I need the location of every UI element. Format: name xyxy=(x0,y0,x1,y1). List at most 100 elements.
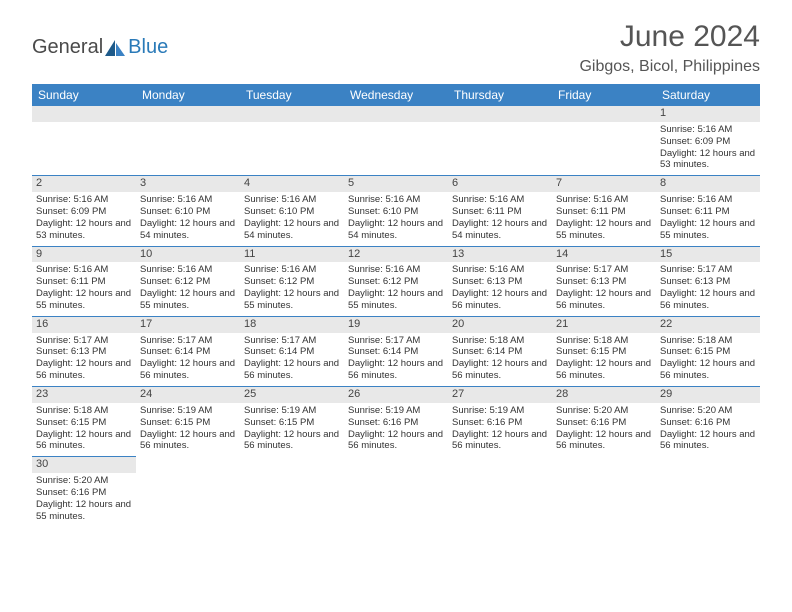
sunset-line: Sunset: 6:15 PM xyxy=(36,417,132,429)
daylight-line: Daylight: 12 hours and 56 minutes. xyxy=(348,429,444,453)
sunrise-line: Sunrise: 5:16 AM xyxy=(348,264,444,276)
calendar-day-cell: 28Sunrise: 5:20 AMSunset: 6:16 PMDayligh… xyxy=(552,386,656,456)
daylight-line: Daylight: 12 hours and 56 minutes. xyxy=(36,429,132,453)
daylight-line: Daylight: 12 hours and 56 minutes. xyxy=(556,288,652,312)
day-number: 22 xyxy=(656,316,760,333)
sunrise-line: Sunrise: 5:16 AM xyxy=(348,194,444,206)
day-number: 14 xyxy=(552,246,656,263)
sunset-line: Sunset: 6:16 PM xyxy=(660,417,756,429)
sunrise-line: Sunrise: 5:18 AM xyxy=(452,335,548,347)
calendar-day-cell xyxy=(240,456,344,530)
sunrise-line: Sunrise: 5:16 AM xyxy=(452,194,548,206)
logo-text-blue: Blue xyxy=(128,36,168,59)
calendar-day-cell: 24Sunrise: 5:19 AMSunset: 6:15 PMDayligh… xyxy=(136,386,240,456)
calendar-day-cell: 21Sunrise: 5:18 AMSunset: 6:15 PMDayligh… xyxy=(552,316,656,386)
sunset-line: Sunset: 6:11 PM xyxy=(660,206,756,218)
calendar-day-cell xyxy=(448,106,552,175)
daylight-line: Daylight: 12 hours and 56 minutes. xyxy=(452,358,548,382)
sunrise-line: Sunrise: 5:16 AM xyxy=(556,194,652,206)
sunrise-line: Sunrise: 5:17 AM xyxy=(244,335,340,347)
calendar-day-cell: 23Sunrise: 5:18 AMSunset: 6:15 PMDayligh… xyxy=(32,386,136,456)
header: General Blue June 2024 Gibgos, Bicol, Ph… xyxy=(32,20,760,76)
calendar-day-cell: 17Sunrise: 5:17 AMSunset: 6:14 PMDayligh… xyxy=(136,316,240,386)
calendar-week-row: 1Sunrise: 5:16 AMSunset: 6:09 PMDaylight… xyxy=(32,106,760,175)
calendar-day-cell: 1Sunrise: 5:16 AMSunset: 6:09 PMDaylight… xyxy=(656,106,760,175)
calendar-day-cell: 3Sunrise: 5:16 AMSunset: 6:10 PMDaylight… xyxy=(136,175,240,245)
day-number: 24 xyxy=(136,386,240,403)
day-number: 30 xyxy=(32,456,136,473)
calendar-day-cell xyxy=(656,456,760,530)
calendar-day-cell: 4Sunrise: 5:16 AMSunset: 6:10 PMDaylight… xyxy=(240,175,344,245)
sunrise-line: Sunrise: 5:17 AM xyxy=(36,335,132,347)
sunrise-line: Sunrise: 5:17 AM xyxy=(556,264,652,276)
day-number: 28 xyxy=(552,386,656,403)
sunrise-line: Sunrise: 5:16 AM xyxy=(140,194,236,206)
daylight-line: Daylight: 12 hours and 54 minutes. xyxy=(348,218,444,242)
daylight-line: Daylight: 12 hours and 56 minutes. xyxy=(452,288,548,312)
daylight-line: Daylight: 12 hours and 54 minutes. xyxy=(140,218,236,242)
sunrise-line: Sunrise: 5:16 AM xyxy=(244,194,340,206)
day-number: 21 xyxy=(552,316,656,333)
sunset-line: Sunset: 6:14 PM xyxy=(452,346,548,358)
calendar-day-cell: 8Sunrise: 5:16 AMSunset: 6:11 PMDaylight… xyxy=(656,175,760,245)
sunset-line: Sunset: 6:09 PM xyxy=(36,206,132,218)
day-number: 7 xyxy=(552,175,656,192)
sunset-line: Sunset: 6:15 PM xyxy=(660,346,756,358)
sunset-line: Sunset: 6:11 PM xyxy=(556,206,652,218)
sunrise-line: Sunrise: 5:16 AM xyxy=(452,264,548,276)
day-number-empty xyxy=(448,106,552,122)
sunset-line: Sunset: 6:15 PM xyxy=(244,417,340,429)
weekday-header: Monday xyxy=(136,84,240,106)
sunrise-line: Sunrise: 5:18 AM xyxy=(556,335,652,347)
daylight-line: Daylight: 12 hours and 53 minutes. xyxy=(660,148,756,172)
day-number: 16 xyxy=(32,316,136,333)
day-number: 25 xyxy=(240,386,344,403)
sunset-line: Sunset: 6:15 PM xyxy=(140,417,236,429)
calendar-day-cell: 25Sunrise: 5:19 AMSunset: 6:15 PMDayligh… xyxy=(240,386,344,456)
weekday-header: Thursday xyxy=(448,84,552,106)
calendar-day-cell: 19Sunrise: 5:17 AMSunset: 6:14 PMDayligh… xyxy=(344,316,448,386)
daylight-line: Daylight: 12 hours and 56 minutes. xyxy=(244,429,340,453)
calendar-day-cell: 29Sunrise: 5:20 AMSunset: 6:16 PMDayligh… xyxy=(656,386,760,456)
calendar-day-cell: 22Sunrise: 5:18 AMSunset: 6:15 PMDayligh… xyxy=(656,316,760,386)
daylight-line: Daylight: 12 hours and 55 minutes. xyxy=(244,288,340,312)
location: Gibgos, Bicol, Philippines xyxy=(579,58,760,76)
calendar-day-cell: 18Sunrise: 5:17 AMSunset: 6:14 PMDayligh… xyxy=(240,316,344,386)
calendar-day-cell: 26Sunrise: 5:19 AMSunset: 6:16 PMDayligh… xyxy=(344,386,448,456)
sunrise-line: Sunrise: 5:20 AM xyxy=(556,405,652,417)
daylight-line: Daylight: 12 hours and 53 minutes. xyxy=(36,218,132,242)
day-number: 11 xyxy=(240,246,344,263)
calendar-day-cell: 16Sunrise: 5:17 AMSunset: 6:13 PMDayligh… xyxy=(32,316,136,386)
day-number: 17 xyxy=(136,316,240,333)
sunset-line: Sunset: 6:16 PM xyxy=(452,417,548,429)
sunset-line: Sunset: 6:09 PM xyxy=(660,136,756,148)
sunrise-line: Sunrise: 5:19 AM xyxy=(140,405,236,417)
weekday-header-row: Sunday Monday Tuesday Wednesday Thursday… xyxy=(32,84,760,106)
daylight-line: Daylight: 12 hours and 55 minutes. xyxy=(556,218,652,242)
calendar-day-cell xyxy=(344,106,448,175)
sunrise-line: Sunrise: 5:16 AM xyxy=(36,194,132,206)
sunrise-line: Sunrise: 5:17 AM xyxy=(660,264,756,276)
daylight-line: Daylight: 12 hours and 56 minutes. xyxy=(244,358,340,382)
day-number: 29 xyxy=(656,386,760,403)
calendar-day-cell xyxy=(344,456,448,530)
sunrise-line: Sunrise: 5:16 AM xyxy=(244,264,340,276)
calendar-week-row: 30Sunrise: 5:20 AMSunset: 6:16 PMDayligh… xyxy=(32,456,760,530)
calendar-day-cell: 27Sunrise: 5:19 AMSunset: 6:16 PMDayligh… xyxy=(448,386,552,456)
sunrise-line: Sunrise: 5:16 AM xyxy=(140,264,236,276)
sunrise-line: Sunrise: 5:16 AM xyxy=(36,264,132,276)
calendar-day-cell xyxy=(552,456,656,530)
day-number: 4 xyxy=(240,175,344,192)
calendar-table: Sunday Monday Tuesday Wednesday Thursday… xyxy=(32,84,760,531)
day-number-empty xyxy=(552,106,656,122)
sunset-line: Sunset: 6:13 PM xyxy=(36,346,132,358)
calendar-day-cell: 12Sunrise: 5:16 AMSunset: 6:12 PMDayligh… xyxy=(344,246,448,316)
calendar-day-cell: 10Sunrise: 5:16 AMSunset: 6:12 PMDayligh… xyxy=(136,246,240,316)
day-number-empty xyxy=(32,106,136,122)
sunset-line: Sunset: 6:12 PM xyxy=(140,276,236,288)
day-number: 26 xyxy=(344,386,448,403)
day-number: 10 xyxy=(136,246,240,263)
calendar-day-cell: 20Sunrise: 5:18 AMSunset: 6:14 PMDayligh… xyxy=(448,316,552,386)
sunset-line: Sunset: 6:15 PM xyxy=(556,346,652,358)
day-number: 6 xyxy=(448,175,552,192)
